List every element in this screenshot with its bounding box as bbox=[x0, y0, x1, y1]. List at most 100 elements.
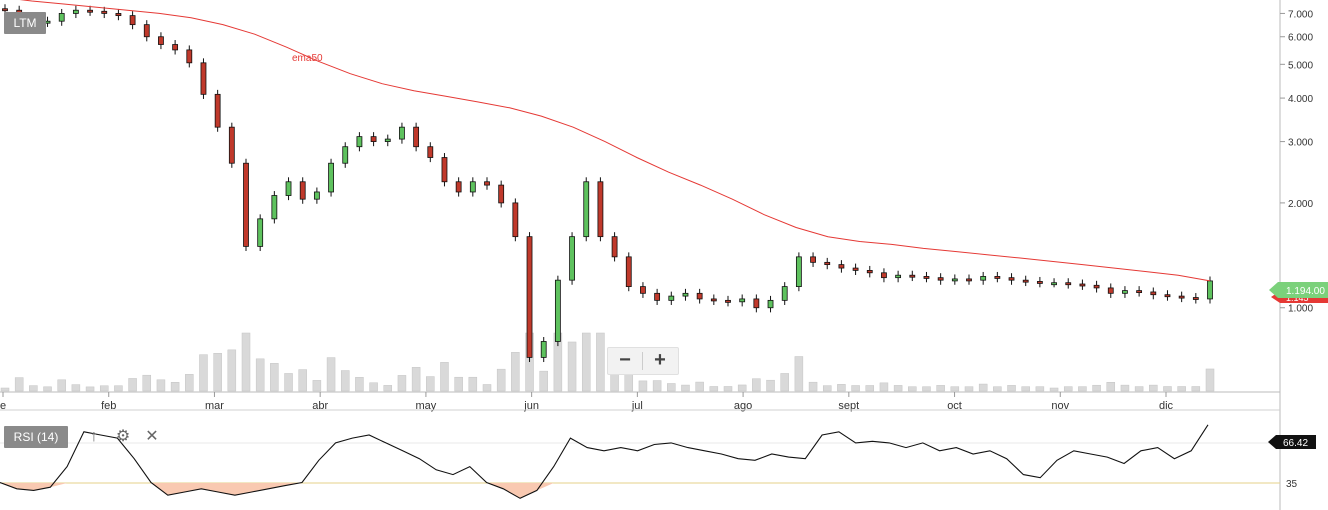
volume-bar bbox=[539, 370, 548, 392]
close-icon[interactable]: ✕ bbox=[145, 428, 159, 445]
candle-body bbox=[469, 181, 476, 193]
volume-bar bbox=[255, 358, 265, 392]
volume-bar bbox=[1177, 386, 1186, 392]
candle-body bbox=[186, 49, 193, 64]
volume-bar bbox=[43, 386, 52, 392]
candle-body bbox=[1093, 284, 1100, 289]
candle-body bbox=[455, 181, 462, 193]
candle-body bbox=[682, 292, 689, 297]
y-tick-label: 2.000 bbox=[1288, 199, 1313, 210]
candle-body bbox=[569, 236, 575, 281]
candle-body bbox=[427, 146, 434, 158]
candle-body bbox=[356, 136, 363, 148]
rsi-pane: 35 66.42 bbox=[0, 409, 1316, 499]
x-tick-label: sept bbox=[838, 400, 859, 412]
candle-body bbox=[214, 93, 221, 128]
y-tick-labels: 7.000 6.000 5.000 4.000 3.000 2.000 1.000 bbox=[1280, 9, 1313, 315]
volume-bar bbox=[185, 374, 194, 392]
candle-body bbox=[1122, 290, 1128, 294]
candle-body bbox=[313, 191, 320, 200]
volume-bar bbox=[766, 379, 775, 392]
volume-bar bbox=[1205, 368, 1215, 392]
volume-bar bbox=[596, 332, 605, 392]
y-tick-label: 3.000 bbox=[1288, 138, 1313, 149]
settings-icon[interactable]: ⚙ bbox=[115, 428, 131, 445]
zoom-in-button[interactable]: + bbox=[654, 349, 666, 371]
candle-body bbox=[1207, 280, 1213, 300]
volume-bar bbox=[340, 370, 350, 392]
candle-body bbox=[583, 181, 590, 238]
y-tick-label: 5.000 bbox=[1288, 60, 1313, 71]
volume-bar bbox=[71, 384, 81, 392]
candle-body bbox=[1051, 282, 1057, 286]
volume-bar bbox=[29, 385, 38, 392]
zoom-out-button[interactable]: − bbox=[619, 349, 631, 371]
volume-bar bbox=[922, 386, 931, 392]
volume-bar bbox=[581, 332, 591, 392]
candle-body bbox=[1036, 281, 1043, 284]
candle-body bbox=[753, 298, 760, 309]
volume-bar bbox=[1163, 386, 1172, 392]
volume-bar bbox=[114, 385, 123, 392]
volume-bar bbox=[454, 376, 463, 392]
zoom-control: − + bbox=[607, 347, 679, 375]
candle-body bbox=[228, 126, 235, 164]
move-up-icon[interactable]: ↑ bbox=[90, 428, 98, 445]
rsi-line bbox=[0, 424, 1209, 499]
volume-bar bbox=[652, 380, 662, 392]
ema-line bbox=[19, 0, 1211, 282]
candle-body bbox=[611, 236, 618, 258]
volume-bar bbox=[496, 368, 506, 392]
candle-body bbox=[172, 44, 179, 51]
candle-body bbox=[781, 286, 788, 301]
volume-bar bbox=[270, 363, 279, 392]
volume-bar bbox=[936, 385, 945, 392]
axes bbox=[0, 0, 1281, 510]
volume-bar bbox=[227, 349, 237, 392]
y-tick-label: 1.000 bbox=[1288, 304, 1313, 315]
volume-bar bbox=[57, 379, 66, 392]
x-tick-label: jul bbox=[631, 400, 643, 412]
candle-body bbox=[384, 138, 391, 142]
candle-body bbox=[881, 272, 887, 279]
candle-body bbox=[725, 299, 731, 303]
x-tick-label: jun bbox=[523, 400, 539, 412]
volume-bar bbox=[681, 384, 690, 392]
volume-bar bbox=[14, 377, 24, 392]
x-tick-label: ago bbox=[734, 400, 752, 412]
rsi-level-label: 35 bbox=[1286, 479, 1298, 490]
candle-body bbox=[58, 13, 65, 22]
candle-body bbox=[413, 126, 420, 148]
candle-body bbox=[994, 276, 1001, 279]
candles bbox=[2, 4, 1213, 363]
last-price-tag: 1.145 1.194.00 bbox=[1269, 282, 1328, 303]
candle-body bbox=[526, 236, 533, 358]
rsi-last-value: 66.42 bbox=[1283, 438, 1308, 449]
candle-body bbox=[852, 267, 859, 271]
ticker-badge[interactable]: LTM bbox=[4, 12, 46, 34]
rsi-badge[interactable]: RSI (14) bbox=[4, 426, 68, 448]
volume-bar bbox=[667, 383, 676, 392]
volume-bar bbox=[1021, 386, 1030, 392]
y-tick-label: 6.000 bbox=[1288, 33, 1313, 44]
y-tick-label: 4.000 bbox=[1288, 94, 1313, 105]
candle-body bbox=[257, 218, 264, 247]
candle-body bbox=[824, 261, 831, 266]
candle-body bbox=[951, 278, 958, 282]
candle-body bbox=[895, 274, 902, 279]
volume-bar bbox=[1007, 385, 1016, 392]
volume-bar bbox=[284, 373, 293, 392]
candle-body bbox=[1022, 279, 1029, 283]
volume-bar bbox=[709, 386, 719, 392]
volume-bar bbox=[355, 377, 364, 392]
candle-body bbox=[101, 10, 108, 14]
candle-body bbox=[1065, 282, 1072, 286]
volume-bar bbox=[851, 385, 860, 392]
candle-body bbox=[795, 256, 802, 288]
candle-body bbox=[200, 62, 207, 95]
volume-bar bbox=[1106, 382, 1116, 392]
candle-body bbox=[299, 181, 306, 200]
candle-body bbox=[1192, 297, 1199, 300]
volume-bar bbox=[993, 386, 1002, 392]
